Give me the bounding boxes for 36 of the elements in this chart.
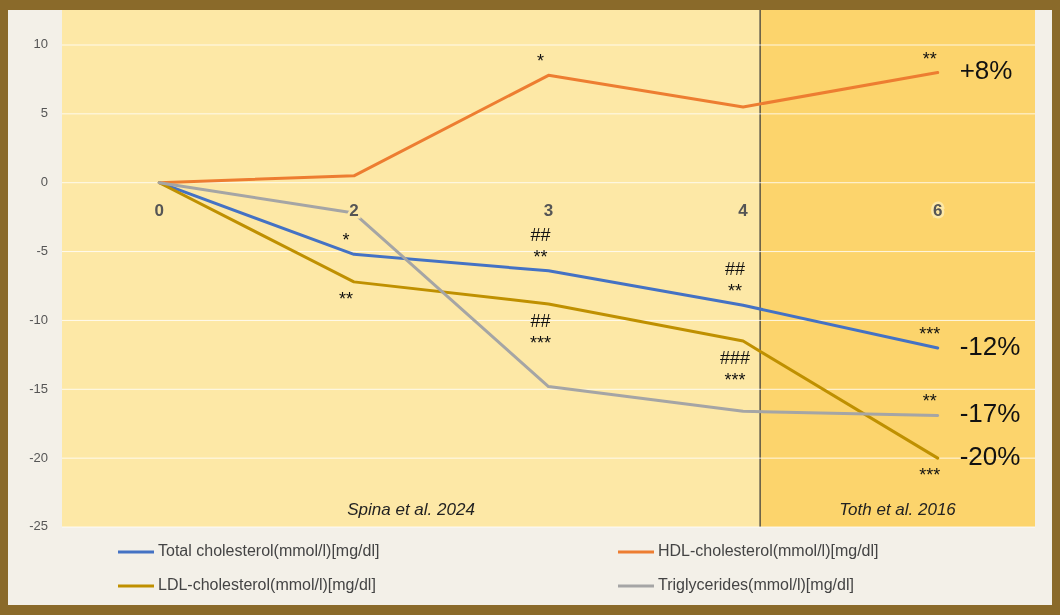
x-tick-label: 0 [154,201,165,221]
band-label: Spina et al. 2024 [347,500,475,519]
data-label: ## *** [529,310,552,353]
band-label: Toth et al. 2016 [839,500,957,519]
data-label: ** [922,48,937,69]
x-tick-label: 4 [738,201,749,221]
line-series [157,181,940,417]
x-tick-label: 3 [543,201,554,221]
legend-label: HDL-cholesterol(mmol/l)[mg/dl] [658,542,879,560]
data-label: ### *** [720,347,751,390]
annotation: -20% [959,441,1021,472]
data-label: ** [922,391,937,412]
x-tick-label: 6 [932,201,943,221]
y-tick-label: 0 [40,174,48,190]
x-tick-label: 2 [349,201,359,221]
data-label: ## ** [530,224,551,267]
annotation: -12% [959,330,1021,361]
annotation: -17% [959,398,1021,429]
data-label: *** [919,323,941,344]
y-tick-label: 10 [33,36,48,52]
line-series [157,181,940,460]
annotation: +8% [959,55,1013,86]
y-tick-label: -20 [29,449,48,465]
y-tick-label: -15 [29,380,48,396]
data-label: * [342,230,350,251]
legend-label: LDL-cholesterol(mmol/l)[mg/dl] [158,576,376,594]
data-label: * [536,51,545,72]
legend-label: Triglycerides(mmol/l)[mg/dl] [658,576,854,594]
legend-label: Total cholesterol(mmol/l)[mg/dl] [158,542,380,560]
data-label: ## ** [725,259,746,302]
y-tick-label: -10 [29,311,48,327]
data-label: ** [338,288,353,309]
data-label: *** [919,464,941,485]
y-tick-label: -5 [36,243,48,259]
y-tick-label: 5 [40,105,48,121]
y-tick-label: -25 [29,518,48,534]
